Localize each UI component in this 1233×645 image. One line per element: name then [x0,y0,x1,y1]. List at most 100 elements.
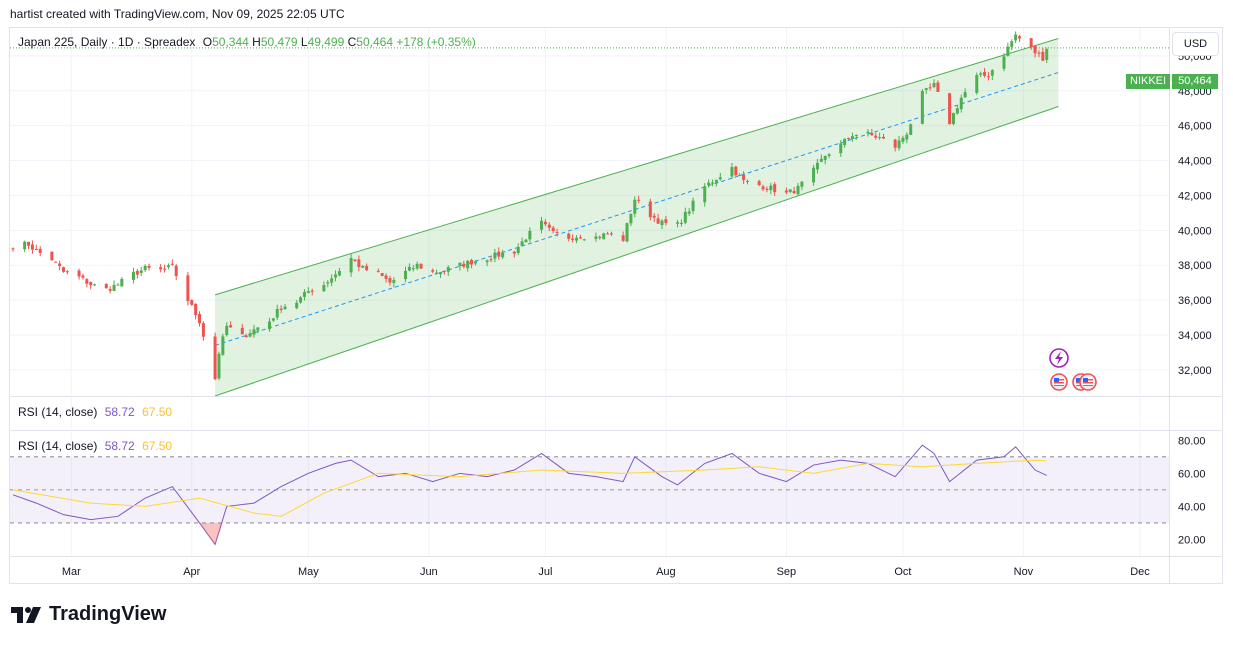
candle [823,155,827,165]
candle [357,255,361,272]
symbol-title[interactable]: Japan 225, Daily · 1D · Spreadex [18,35,196,49]
candle [761,184,765,192]
candle [120,277,124,287]
rsi-value: 58.72 [104,405,135,419]
candle [893,138,897,152]
lightning-event-icon[interactable] [1049,348,1069,368]
price-badge-symbol: NIKKEI [1126,74,1171,89]
candle [679,219,683,227]
candle [707,179,711,188]
candle [170,259,174,266]
candle [602,232,606,240]
channel-midline [214,71,1059,346]
candle [334,270,338,282]
candle [979,71,983,78]
close-label: C50,464 [347,35,393,49]
candle [983,68,987,78]
candle [108,286,112,294]
candle [302,289,306,301]
candle [295,300,299,310]
rsi-value: 58.72 [104,439,135,453]
time-tick-label: Dec [1130,566,1150,578]
candle [1014,31,1018,44]
candle [648,198,652,221]
candle [718,172,722,181]
rsi-layer [10,444,1169,546]
price-tick-label: 46,000 [1178,121,1212,133]
rsi-ma-line [12,459,1047,517]
candle [878,132,882,140]
candle [407,263,411,272]
tradingview-logo[interactable]: TradingView [11,603,166,626]
candle [547,222,551,232]
candle [112,280,116,292]
candle [594,232,598,242]
channel-lower-line [214,106,1059,396]
candle [543,219,547,227]
channel-fill [215,38,1059,396]
time-tick-label: Nov [1014,566,1034,578]
candle [93,283,97,287]
rsi-legend-label: RSI (14, close) [18,439,98,453]
candle [637,195,641,204]
ohlc-legend: Japan 225, Daily · 1D · Spreadex O50,344… [18,35,480,49]
candle [104,283,108,289]
candle [1006,42,1010,57]
candle [213,332,217,381]
rsi-tick-label: 20.00 [1178,534,1206,546]
rsi-legend-pane[interactable]: RSI (14, close) 58.72 67.50 [18,439,176,453]
low-label: L49,499 [300,35,345,49]
candle [485,259,489,267]
candle [1045,47,1049,64]
candle [139,266,143,277]
time-tick-label: Jun [420,566,438,578]
chart-credit: hartist created with TradingView.com, No… [10,7,345,21]
candle [850,132,854,142]
candle [1041,47,1045,62]
candle [874,132,878,140]
candle [244,333,248,338]
candle [415,261,419,271]
us-flag-event-icon[interactable] [1079,373,1097,391]
candle [936,80,940,92]
candle [489,256,493,263]
candle [882,133,886,139]
candle [240,323,244,335]
candle [431,268,435,274]
candle [252,325,256,338]
candle [217,351,221,381]
candle [190,299,194,306]
candle [609,231,613,236]
us-flag-event-icon[interactable] [1050,373,1068,391]
axis-layer: 32,000 34,000 36,000 38,000 40,000 42,000 44,0… [62,51,1212,578]
rsi-legend-top[interactable]: RSI (14, close) 58.72 67.50 [18,405,176,419]
candle [866,129,870,137]
candle [299,296,303,304]
currency-button[interactable]: USD [1172,32,1219,56]
candle [388,275,392,286]
candle [819,154,823,163]
regression-channel [10,37,1169,396]
candle [466,259,470,272]
candle [279,305,283,314]
candle [11,247,15,252]
candle [283,303,287,310]
candle [65,270,69,275]
candle [267,317,271,332]
price-tick-label: 36,000 [1178,295,1212,307]
candle [353,259,357,263]
channel-upper-line [214,37,1059,296]
candle [730,162,734,180]
candle [1037,50,1041,58]
price-tick-label: 32,000 [1178,365,1212,377]
candle [897,135,901,151]
price-tick-label: 42,000 [1178,190,1212,202]
candle [116,283,120,286]
candle [174,264,178,281]
candle [442,270,446,275]
candle [792,187,796,194]
candle [392,277,396,288]
candle [815,159,819,174]
candle [660,219,664,229]
